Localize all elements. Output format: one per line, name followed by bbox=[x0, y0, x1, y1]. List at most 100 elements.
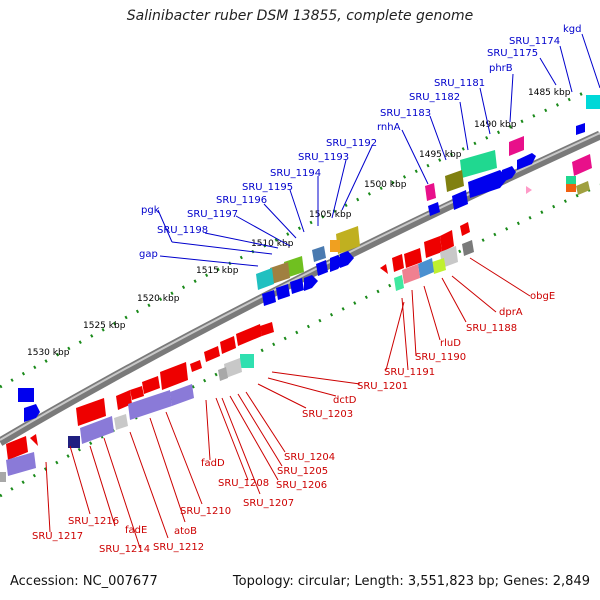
gene-label: SRU_1205 bbox=[277, 466, 328, 477]
gene-block bbox=[330, 240, 340, 252]
gene-label: pgk bbox=[141, 205, 160, 216]
gene-label: SRU_1194 bbox=[270, 168, 321, 179]
gene-arrow bbox=[160, 362, 188, 390]
gene-arrow bbox=[404, 248, 422, 268]
kbp-marker: 1520 kbp bbox=[137, 294, 180, 304]
gene-label: dctD bbox=[333, 395, 357, 406]
gene-arrow bbox=[394, 275, 404, 291]
gene-arrow bbox=[380, 264, 388, 274]
gene-label: kgd bbox=[563, 24, 582, 35]
gene-label: SRU_1195 bbox=[242, 182, 293, 193]
gene-label: SRU_1212 bbox=[153, 542, 204, 553]
gene-label: SRU_1183 bbox=[380, 108, 431, 119]
gene-arrow bbox=[262, 290, 276, 306]
gene-label: SRU_1207 bbox=[243, 498, 294, 509]
gene-arrow bbox=[142, 376, 160, 394]
gene-label: SRU_1208 bbox=[218, 478, 269, 489]
gene-label: SRU_1197 bbox=[187, 209, 238, 220]
gene-block bbox=[566, 184, 576, 192]
gene-label: SRU_1204 bbox=[284, 452, 335, 463]
gene-arrow bbox=[509, 136, 524, 156]
gene-arrow bbox=[116, 390, 132, 410]
gene-arrow bbox=[462, 240, 474, 256]
map-title: Salinibacter ruber DSM 13855, complete g… bbox=[126, 8, 474, 24]
gene-arrow bbox=[460, 222, 470, 236]
gene-block bbox=[566, 176, 576, 184]
gene-arrow bbox=[452, 190, 468, 210]
outer-tick-track bbox=[0, 88, 591, 389]
gene-label: SRU_1188 bbox=[466, 323, 517, 334]
gene-label: rnhA bbox=[377, 122, 401, 133]
gene-arrow bbox=[304, 275, 318, 291]
gene-label: SRU_1203 bbox=[302, 409, 353, 420]
gene-arrow bbox=[428, 202, 440, 216]
gene-label: fadD bbox=[201, 458, 225, 469]
gene-label: SRU_1190 bbox=[415, 352, 466, 363]
gene-label: SRU_1174 bbox=[509, 36, 560, 47]
kbp-marker: 1485 kbp bbox=[528, 88, 571, 98]
gene-arrow bbox=[440, 230, 454, 252]
inner-tick-track bbox=[0, 183, 600, 498]
gene-label: dprA bbox=[499, 307, 523, 318]
gene-arrow bbox=[204, 346, 220, 362]
gene-label: phrB bbox=[489, 63, 513, 74]
kbp-marker: 1495 kbp bbox=[419, 150, 462, 160]
kbp-marker: 1525 kbp bbox=[83, 321, 126, 331]
gene-label: SRU_1193 bbox=[298, 152, 349, 163]
gene-label: SRU_1175 bbox=[487, 48, 538, 59]
gene-arrow bbox=[76, 398, 106, 426]
gene-label: SRU_1210 bbox=[180, 506, 231, 517]
gene-label: SRU_1214 bbox=[99, 544, 150, 555]
gene-arrow bbox=[128, 390, 172, 420]
gene-label: rluD bbox=[440, 338, 461, 349]
gene-arrow bbox=[576, 123, 585, 135]
gene-arrow bbox=[316, 260, 328, 276]
gene-arrow bbox=[576, 181, 590, 195]
gene-arrow bbox=[290, 278, 304, 294]
kbp-marker: 1500 kbp bbox=[364, 180, 407, 190]
gene-label: SRU_1192 bbox=[326, 138, 377, 149]
gene-arrow bbox=[236, 324, 262, 346]
kbp-marker: 1490 kbp bbox=[474, 120, 517, 130]
gene-arrow bbox=[445, 170, 464, 192]
kbp-marker: 1515 kbp bbox=[196, 266, 239, 276]
gene-arrow bbox=[468, 170, 508, 198]
reverse-gene-labels: obgE dprA SRU_1188 rluD SRU_1190 SRU_119… bbox=[32, 291, 555, 555]
reverse-label-leaders bbox=[45, 257, 531, 549]
gene-arrow bbox=[418, 258, 434, 278]
gene-label: SRU_1191 bbox=[384, 367, 435, 378]
gene-label: SRU_1198 bbox=[157, 225, 208, 236]
gene-label: SRU_1206 bbox=[276, 480, 327, 491]
kbp-markers: 1485 kbp 1490 kbp 1495 kbp 1500 kbp 1505… bbox=[27, 88, 571, 358]
forward-strand-genes bbox=[18, 95, 600, 422]
gene-label: SRU_1181 bbox=[434, 78, 485, 89]
gene-block bbox=[18, 388, 34, 402]
gene-arrow bbox=[190, 360, 202, 372]
gene-block bbox=[68, 436, 80, 448]
gene-label: SRU_1217 bbox=[32, 531, 83, 542]
kbp-marker: 1505 kbp bbox=[309, 210, 352, 220]
gene-arrow bbox=[392, 254, 404, 272]
gene-arrow bbox=[80, 416, 114, 444]
gene-arrow bbox=[402, 264, 420, 284]
gene-label: SRU_1201 bbox=[357, 381, 408, 392]
gene-arrow bbox=[336, 226, 360, 254]
gene-arrow bbox=[130, 386, 144, 400]
gene-block bbox=[0, 472, 6, 482]
gene-arrow bbox=[270, 262, 290, 284]
gene-block bbox=[586, 95, 600, 109]
gene-arrow bbox=[30, 434, 38, 446]
forward-gene-labels: kgd SRU_1174 SRU_1175 phrB SRU_1181 SRU_… bbox=[139, 24, 582, 260]
gene-arrow bbox=[340, 251, 354, 268]
gene-arrow bbox=[256, 268, 274, 290]
genome-summary-text: Topology: circular; Length: 3,551,823 bp… bbox=[232, 574, 590, 589]
gene-arrow bbox=[572, 154, 592, 176]
gene-label: atoB bbox=[174, 526, 197, 537]
gene-arrow bbox=[517, 153, 536, 170]
forward-label-leaders bbox=[157, 33, 600, 267]
gene-arrow bbox=[220, 336, 236, 354]
reverse-strand-genes bbox=[0, 154, 592, 482]
kbp-marker: 1510 kbp bbox=[251, 239, 294, 249]
gene-label: SRU_1216 bbox=[68, 516, 119, 527]
